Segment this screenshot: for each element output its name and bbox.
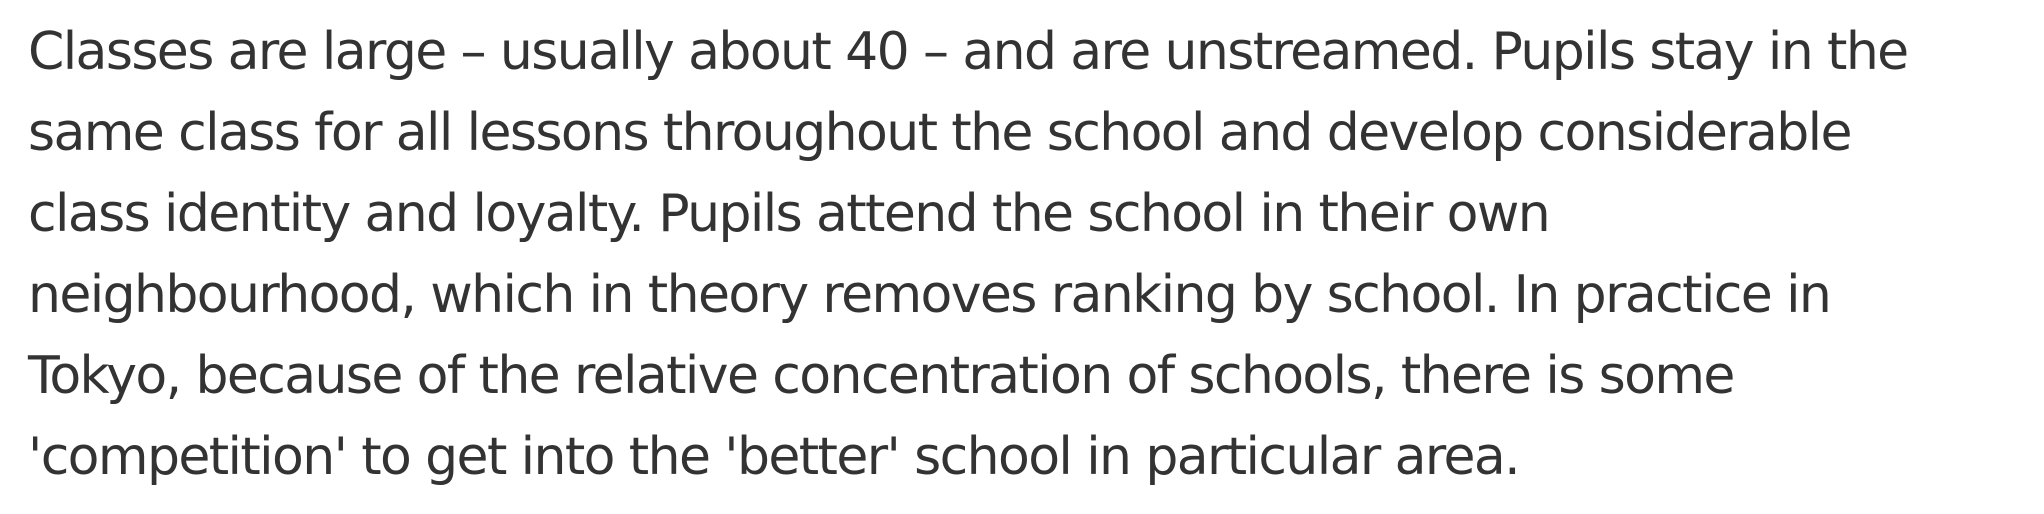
paragraph-line-3: class identity and loyalty. Pupils atten… bbox=[28, 184, 1551, 244]
paragraph-line-1: Classes are large – usually about 40 – a… bbox=[28, 22, 1909, 82]
paragraph-line-4: neighbourhood, which in theory removes r… bbox=[28, 265, 1832, 325]
paragraph-line-2: same class for all lessons throughout th… bbox=[28, 103, 1853, 163]
text-paragraph: Classes are large – usually about 40 – a… bbox=[28, 12, 2028, 498]
paragraph-line-6: 'competition' to get into the 'better' s… bbox=[28, 427, 1521, 487]
paragraph-line-5: Tokyo, because of the relative concentra… bbox=[28, 346, 1735, 406]
